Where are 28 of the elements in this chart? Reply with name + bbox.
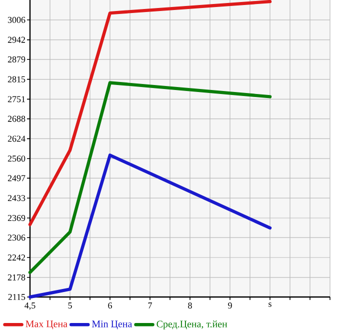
x-tick-label: 4,5: [24, 302, 36, 310]
line-series: [28, 154, 272, 299]
y-tick-label: 2688: [8, 116, 26, 122]
y-tick-label: 3006: [8, 16, 26, 23]
y-tick-label: 2942: [8, 36, 25, 43]
legend-label: Min Цена: [92, 320, 132, 330]
x-tick-label: s: [268, 302, 272, 307]
x-tick-label: 9: [228, 302, 232, 309]
y-tick-label: 2369: [8, 214, 26, 222]
y-tick-label: 2115: [8, 294, 26, 300]
y-tick-label: 2242: [8, 254, 25, 260]
y-tick-label: 2178: [8, 274, 26, 280]
y-tick-label: 2815: [8, 76, 26, 82]
line-series: [28, 0, 272, 226]
x-tick-label: 7: [148, 302, 152, 308]
x-tick-label: 8: [188, 302, 192, 309]
line-series: [28, 81, 272, 274]
legend-label: Сред.Цена, т.йен: [156, 320, 228, 330]
y-tick-label: 2433: [8, 195, 26, 202]
y-tick-label: 2560: [8, 156, 26, 162]
y-tick-label: 2306: [8, 234, 26, 241]
x-tick-label: 6: [108, 302, 112, 309]
y-tick-label: 2751: [8, 96, 25, 102]
legend-label: Max Цена: [26, 320, 68, 330]
y-tick-label: 2497: [8, 175, 26, 182]
y-tick-label: 2879: [8, 56, 26, 62]
y-tick-label: 2624: [8, 136, 26, 142]
x-tick-label: 5: [68, 302, 72, 308]
